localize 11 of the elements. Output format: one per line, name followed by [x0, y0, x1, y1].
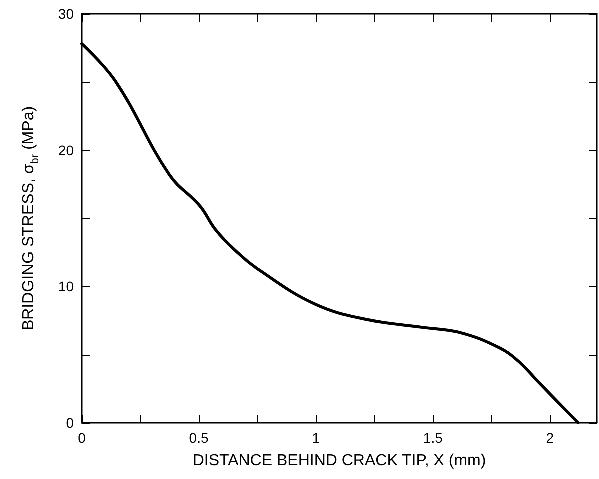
y-tick-label: 30 — [58, 6, 74, 22]
x-tick-label: 1 — [312, 430, 320, 446]
x-tick-label: 1.5 — [423, 430, 444, 446]
y-tick-label: 10 — [58, 278, 74, 295]
y-axis-title: BRIDGING STRESS, σbr (MPa) — [20, 106, 42, 331]
x-tick-label: 0.5 — [189, 430, 209, 446]
x-axis-title: DISTANCE BEHIND CRACK TIP, X (mm) — [192, 452, 486, 470]
x-tick-label: 2 — [546, 430, 554, 446]
y-tick-label: 0 — [66, 415, 74, 431]
x-tick-label: 0 — [78, 430, 86, 446]
y-tick-label: 20 — [58, 142, 74, 158]
